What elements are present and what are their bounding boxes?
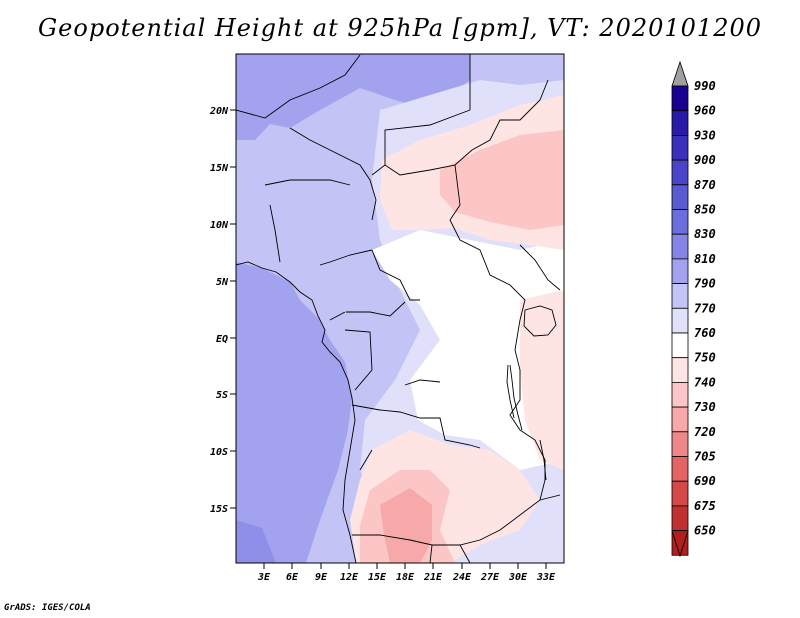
lat-label: EQ	[216, 334, 228, 345]
colorbar-label: 790	[694, 277, 716, 291]
lat-label: 5S	[216, 390, 228, 401]
field-740-north	[440, 130, 564, 230]
colorbar-swatch	[671, 159, 689, 186]
colorbar-swatch	[671, 258, 689, 284]
colorbar-label: 750	[694, 351, 716, 365]
colorbar-bottom-arrow	[671, 530, 689, 558]
colorbar-swatch	[671, 406, 689, 433]
colorbar-swatch	[671, 209, 689, 235]
colorbar: 990 960 930 900 870 850 830 810 790 770 …	[671, 60, 716, 558]
lat-label: 15N	[210, 163, 229, 174]
lon-axis: 3E 6E 9E 12E 15E 18E 21E 24E 27E 30E 33E	[257, 563, 556, 583]
lat-label: 5N	[216, 277, 229, 288]
colorbar-label: 900	[694, 153, 716, 167]
colorbar-label: 770	[694, 301, 716, 315]
colorbar-swatch	[671, 283, 689, 309]
field-760-center	[372, 230, 564, 470]
border-west-africa	[236, 54, 377, 263]
colorbar-label: 810	[694, 252, 716, 266]
colorbar-label: 730	[694, 400, 716, 414]
colorbar-label: 690	[694, 474, 716, 488]
border-south	[351, 379, 561, 563]
colorbar-label: 740	[694, 375, 716, 389]
lon-label: 21E	[423, 572, 443, 583]
colorbar-swatch	[671, 480, 689, 507]
field-830-southwest	[236, 520, 276, 563]
colorbar-label: 830	[694, 227, 716, 241]
lon-label: 30E	[508, 572, 528, 583]
lon-label: 12E	[340, 572, 359, 583]
colorbar-labels: 990 960 930 900 870 850 830 810 790 770 …	[694, 79, 716, 538]
lon-label: 27E	[480, 572, 500, 583]
colorbar-swatch	[671, 357, 689, 383]
lon-label: 24E	[452, 572, 472, 583]
colorbar-label: 930	[694, 128, 716, 142]
lat-label: 15S	[210, 504, 228, 515]
lon-label: 18E	[396, 572, 415, 583]
colorbar-swatch	[671, 134, 689, 161]
colorbar-swatch	[671, 431, 689, 457]
colorbar-swatch	[671, 307, 689, 334]
lat-axis: 20N 15N 10N 5N EQ 5S 10S 15S	[209, 106, 236, 515]
colorbar-swatch	[671, 85, 689, 112]
field-810-north	[236, 54, 470, 140]
colorbar-swatch	[671, 381, 689, 408]
colorbar-swatch	[671, 233, 689, 260]
colorbar-label: 650	[694, 524, 716, 538]
lake-tanganyika	[506, 364, 523, 431]
field-730-south	[380, 488, 432, 563]
lon-label: 33E	[536, 572, 556, 583]
colorbar-top-arrow	[671, 60, 689, 87]
colorbar-swatch	[671, 456, 689, 482]
colorbar-swatch	[671, 184, 689, 210]
colorbar-label: 960	[694, 104, 716, 118]
colorbar-label: 850	[694, 203, 716, 217]
border-central	[319, 54, 526, 391]
lat-label: 10N	[210, 220, 229, 231]
colorbar-label: 990	[694, 79, 716, 93]
colorbar-swatch	[671, 505, 689, 531]
coastline	[236, 261, 357, 563]
colorbar-swatch	[671, 110, 689, 136]
colorbar-label: 870	[694, 178, 716, 192]
lon-label: 15E	[368, 572, 387, 583]
colorbar-swatches	[671, 85, 689, 556]
colorbar-label: 720	[694, 425, 716, 439]
map-frame	[235, 53, 565, 564]
colorbar-label: 675	[694, 499, 716, 513]
coastline-borders	[236, 54, 561, 563]
field-750-east	[520, 290, 564, 470]
lon-label: 6E	[286, 572, 299, 583]
colorbar-swatch	[671, 332, 689, 359]
lon-label: 3E	[257, 572, 271, 583]
colorbar-label: 705	[694, 450, 716, 464]
lake-malawi	[539, 439, 547, 481]
height-field	[236, 54, 564, 563]
lon-label: 9E	[315, 572, 328, 583]
colorbar-label: 760	[694, 326, 716, 340]
chart-title: Geopotential Height at 925hPa [gpm], VT:…	[38, 14, 762, 42]
lat-label: 10S	[210, 447, 228, 458]
lat-label: 20N	[209, 106, 229, 117]
lake-victoria	[523, 305, 557, 337]
footer-credit: GrADS: IGES/COLA	[4, 603, 91, 613]
